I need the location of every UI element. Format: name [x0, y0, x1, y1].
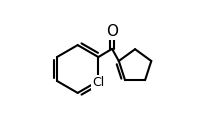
Text: O: O: [106, 24, 118, 39]
Text: Cl: Cl: [92, 76, 105, 89]
